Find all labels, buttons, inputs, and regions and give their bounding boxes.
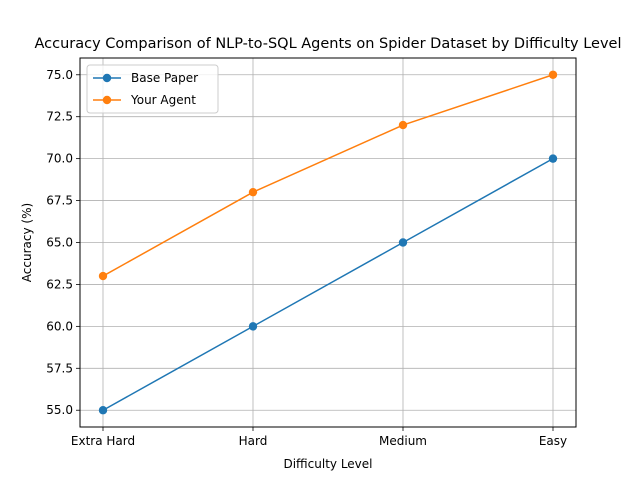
- y-axis-ticks: 55.0 57.5 60.0 62.5 65.0 67.5 70.0 72.5 75.0: [46, 68, 80, 417]
- legend-entries: Base Paper Your Agent: [93, 71, 198, 107]
- y-tick-label: 55.0: [46, 403, 73, 417]
- legend-box: [86, 64, 219, 114]
- y-tick-label: 70.0: [46, 152, 73, 166]
- data-point: [248, 322, 258, 331]
- y-tick-label: 75.0: [46, 68, 73, 82]
- x-axis-label: Difficulty Level: [283, 457, 372, 471]
- y-tick-label: 67.5: [46, 194, 73, 208]
- data-point: [248, 187, 258, 197]
- y-tick-label: 60.0: [46, 319, 73, 333]
- x-tick-label: Hard: [239, 434, 268, 448]
- data-point: [548, 70, 558, 79]
- data-point: [398, 238, 408, 247]
- x-axis-ticks: Extra Hard Hard Medium Easy: [71, 427, 567, 448]
- data-point: [98, 271, 108, 281]
- data-point: [398, 120, 408, 130]
- y-tick-label: 57.5: [46, 361, 73, 375]
- data-point: [548, 154, 558, 163]
- x-tick-label: Easy: [539, 434, 567, 448]
- y-tick-label: 65.0: [46, 236, 73, 250]
- y-tick-label: 62.5: [46, 277, 73, 291]
- chart-title: Accuracy Comparison of NLP-to-SQL Agents…: [35, 36, 622, 52]
- x-tick-label: Medium: [379, 434, 427, 448]
- y-axis-label: Accuracy (%): [20, 203, 34, 282]
- data-point: [98, 406, 108, 415]
- series-line: [102, 157, 554, 411]
- legend-label: Your Agent: [130, 93, 196, 107]
- y-tick-label: 72.5: [46, 110, 73, 124]
- x-tick-label: Extra Hard: [71, 434, 135, 448]
- series-layer: [98, 70, 558, 415]
- series-line: [102, 74, 554, 277]
- legend-swatch-marker: [102, 73, 112, 83]
- legend: Base Paper Your Agent: [86, 64, 219, 114]
- legend-swatch-marker: [102, 95, 112, 105]
- legend-label: Base Paper: [131, 71, 198, 85]
